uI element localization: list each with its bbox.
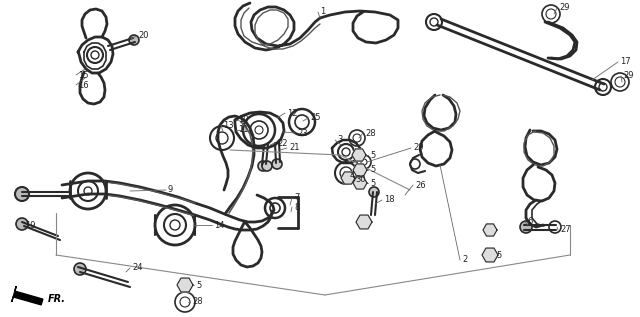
Text: 4: 4 <box>350 171 355 179</box>
Text: 13: 13 <box>223 120 234 130</box>
Text: 21: 21 <box>289 144 300 152</box>
Circle shape <box>15 187 29 201</box>
Circle shape <box>369 187 379 197</box>
Text: 30: 30 <box>355 176 365 184</box>
Text: FR.: FR. <box>48 294 66 304</box>
Text: 29: 29 <box>559 3 570 12</box>
Text: 1: 1 <box>320 8 325 16</box>
Polygon shape <box>177 278 193 292</box>
Text: 23: 23 <box>297 128 308 138</box>
Text: 29: 29 <box>623 72 634 81</box>
Text: 5: 5 <box>370 151 375 159</box>
Text: 3: 3 <box>337 135 342 145</box>
Polygon shape <box>352 149 366 161</box>
Circle shape <box>262 161 272 171</box>
Text: 5: 5 <box>496 250 501 260</box>
Text: 28: 28 <box>192 297 203 307</box>
Polygon shape <box>353 177 367 189</box>
Text: 28: 28 <box>365 128 376 138</box>
Polygon shape <box>483 224 497 236</box>
Circle shape <box>520 221 532 233</box>
Text: 17: 17 <box>620 57 630 67</box>
Circle shape <box>129 35 139 45</box>
Polygon shape <box>353 164 367 176</box>
Text: 16: 16 <box>78 81 88 89</box>
Circle shape <box>16 218 28 230</box>
Text: 6: 6 <box>527 217 532 227</box>
Text: 11: 11 <box>238 126 248 134</box>
Text: 5: 5 <box>196 281 201 289</box>
Text: 8: 8 <box>294 203 300 211</box>
Text: 27: 27 <box>560 225 571 235</box>
Polygon shape <box>341 172 355 184</box>
Text: 24: 24 <box>132 263 143 273</box>
Text: 20: 20 <box>138 31 148 41</box>
Text: 18: 18 <box>384 196 395 204</box>
Text: 10: 10 <box>238 115 248 125</box>
Text: 14: 14 <box>214 221 225 230</box>
Polygon shape <box>356 215 372 229</box>
Text: 19: 19 <box>25 222 35 230</box>
Text: 25: 25 <box>310 113 321 122</box>
Text: 15: 15 <box>78 70 88 80</box>
Circle shape <box>258 161 268 171</box>
Text: 29: 29 <box>413 144 424 152</box>
Text: 22: 22 <box>277 139 287 147</box>
Text: 9: 9 <box>168 185 173 195</box>
Circle shape <box>272 159 282 169</box>
Text: 7: 7 <box>294 193 300 203</box>
Polygon shape <box>482 248 498 262</box>
Text: 12: 12 <box>287 108 298 118</box>
Polygon shape <box>12 286 43 305</box>
Text: 2: 2 <box>462 256 467 264</box>
Text: 5: 5 <box>370 165 375 174</box>
Text: 26: 26 <box>415 180 426 190</box>
Circle shape <box>74 263 86 275</box>
Text: 5: 5 <box>370 178 375 187</box>
